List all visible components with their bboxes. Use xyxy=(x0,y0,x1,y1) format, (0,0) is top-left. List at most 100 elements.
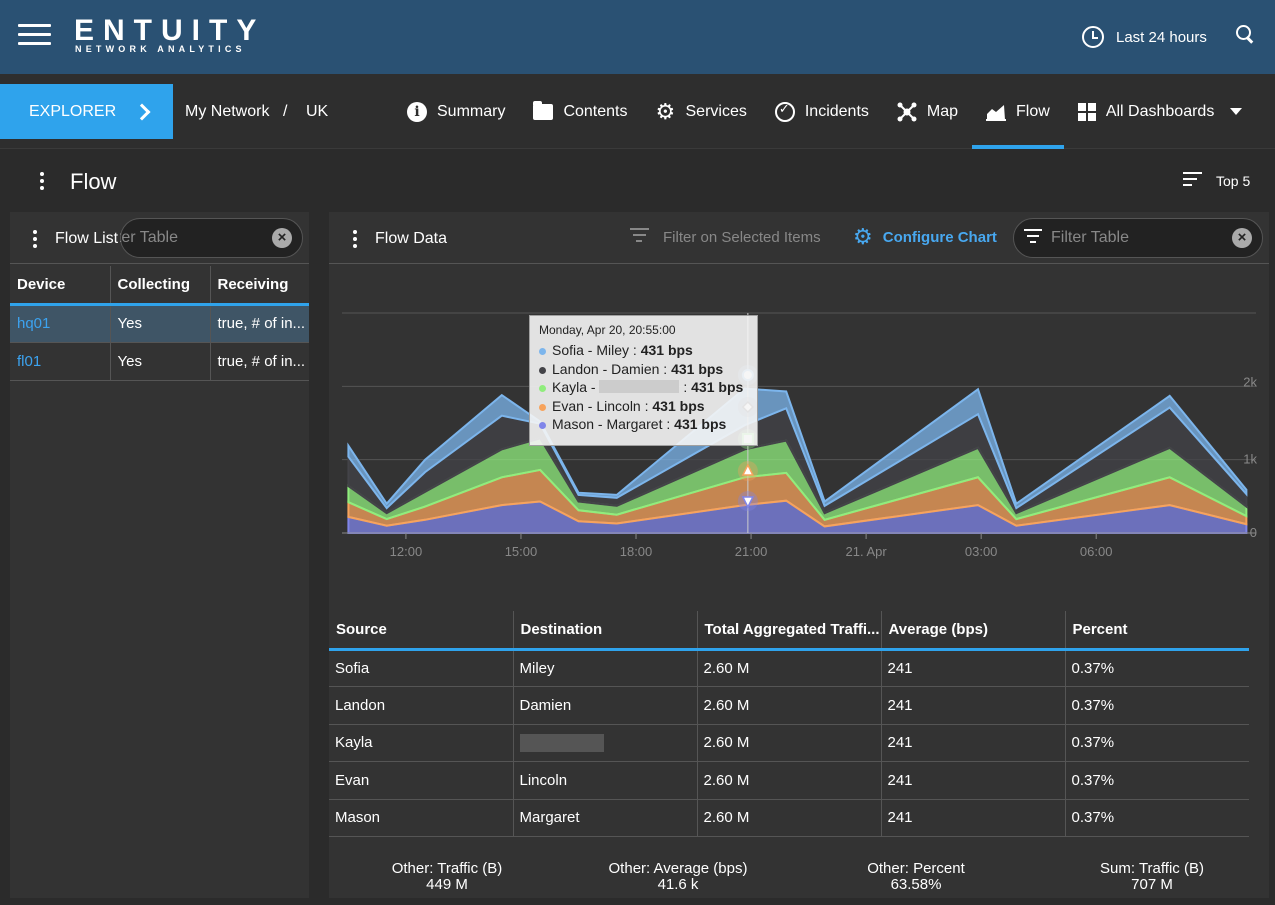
column-header-collecting[interactable]: Collecting xyxy=(110,266,211,306)
folder-icon xyxy=(533,100,554,120)
table-row[interactable]: Evan Lincoln 2.60 M 241 0.37% xyxy=(329,761,1249,800)
percent-cell: 0.37% xyxy=(1065,724,1249,762)
column-header-percent[interactable]: Percent xyxy=(1065,611,1249,651)
flow-list-filter-input[interactable]: Filter Table × xyxy=(120,218,303,258)
tab-all-dashboards[interactable]: All Dashboards xyxy=(1064,74,1257,149)
source-cell: Mason xyxy=(329,799,514,837)
tooltip-separator: : xyxy=(659,360,672,377)
filter-selected-button[interactable]: Filter on Selected Items xyxy=(630,228,821,246)
summary-sum-traffic: Sum: Traffic (B) 707 M xyxy=(1092,861,1212,893)
breadcrumb-my-network[interactable]: My Network xyxy=(185,103,270,120)
source-cell: Evan xyxy=(329,761,514,800)
tab-flow-label: Flow xyxy=(1016,102,1050,120)
column-header-receiving[interactable]: Receiving xyxy=(210,266,309,306)
flow-list-table: Device Collecting Receiving hq01 Yes tru… xyxy=(10,266,309,381)
flow-list-menu-icon[interactable] xyxy=(33,230,37,251)
page-menu-icon[interactable] xyxy=(40,172,44,193)
top-n-selector[interactable]: Top 5 xyxy=(1183,172,1250,190)
destination-cell: Lincoln xyxy=(513,761,698,800)
tooltip-row: Sofia - Miley : 431 bps xyxy=(539,341,748,360)
clock-icon xyxy=(1082,26,1104,48)
summary-footer: Other: Traffic (B) 449 M Other: Average … xyxy=(329,861,1269,898)
tooltip-row: Kayla - : 431 bps xyxy=(539,378,748,397)
tab-all-dashboards-label: All Dashboards xyxy=(1105,102,1215,120)
gear-icon: ⚙ xyxy=(853,224,873,249)
chart-tooltip: Monday, Apr 20, 20:55:00 Sofia - Miley :… xyxy=(529,315,758,446)
percent-cell: 0.37% xyxy=(1065,761,1249,800)
breadcrumb-uk[interactable]: UK xyxy=(306,103,329,120)
x-tick-label: 12:00 xyxy=(390,544,423,559)
top-n-label: Top 5 xyxy=(1216,173,1251,189)
flow-data-title: Flow Data xyxy=(375,230,448,247)
average-cell: 241 xyxy=(881,799,1066,837)
flow-list-filter-placeholder: Filter Table xyxy=(120,229,178,246)
flow-chart[interactable]: 12:00 15:00 18:00 21:00 21. Apr 03:00 06:00 2k 1… xyxy=(329,265,1269,615)
time-range-selector[interactable]: Last 24 hours xyxy=(1082,26,1207,48)
network-map-icon xyxy=(897,102,917,121)
y-tick-label: 0 xyxy=(1250,525,1257,540)
hover-marker xyxy=(741,463,755,476)
table-row[interactable]: Kayla 2.60 M 241 0.37% xyxy=(329,724,1249,762)
tab-incidents[interactable]: Incidents xyxy=(761,74,883,149)
tab-summary[interactable]: i Summary xyxy=(407,74,519,149)
table-row[interactable]: fl01 Yes true, # of in... xyxy=(10,342,309,381)
flow-list-panel: Flow List Filter Table × Device Collecti… xyxy=(10,212,309,898)
table-row[interactable]: Mason Margaret 2.60 M 241 0.37% xyxy=(329,799,1249,837)
summary-label: Other: Percent xyxy=(867,860,965,877)
table-row[interactable]: Landon Damien 2.60 M 241 0.37% xyxy=(329,686,1249,725)
device-link[interactable]: fl01 xyxy=(10,342,111,381)
x-tick-label: 21. Apr xyxy=(846,544,888,559)
flow-data-filter-input[interactable]: Filter Table × xyxy=(1013,218,1263,258)
flow-chart-icon xyxy=(986,104,1007,121)
configure-chart-button[interactable]: ⚙ Configure Chart xyxy=(853,224,997,249)
table-row[interactable]: hq01 Yes true, # of in... xyxy=(10,304,309,343)
tab-contents[interactable]: Contents xyxy=(519,74,641,149)
table-row[interactable]: Sofia Miley 2.60 M 241 0.37% xyxy=(329,649,1249,687)
caret-down-icon[interactable] xyxy=(1230,108,1243,115)
tooltip-header: Monday, Apr 20, 20:55:00 xyxy=(539,323,676,337)
services-gear-icon: ⚙ xyxy=(655,98,676,124)
column-header-device[interactable]: Device xyxy=(10,266,111,306)
tab-flow[interactable]: Flow xyxy=(972,74,1064,149)
flow-data-filter-placeholder: Filter Table xyxy=(1051,229,1129,246)
explorer-button[interactable]: EXPLORER xyxy=(0,84,173,139)
column-header-total-traffic[interactable]: Total Aggregated Traffi... xyxy=(697,611,882,651)
clear-icon[interactable]: × xyxy=(1232,228,1252,248)
menu-icon[interactable] xyxy=(18,24,51,46)
search-icon[interactable] xyxy=(1236,25,1254,43)
destination-cell xyxy=(513,724,698,762)
summary-other-average: Other: Average (bps) 41.6 k xyxy=(603,861,753,893)
tooltip-separator: : xyxy=(662,416,675,432)
collecting-cell: Yes xyxy=(110,342,211,381)
summary-value: 63.58% xyxy=(890,876,942,893)
total-traffic-cell: 2.60 M xyxy=(697,649,882,687)
flow-data-menu-icon[interactable] xyxy=(353,230,357,251)
tab-contents-label: Contents xyxy=(563,102,628,120)
column-header-destination[interactable]: Destination xyxy=(513,611,698,651)
tab-services[interactable]: ⚙ Services xyxy=(642,74,761,149)
summary-label: Other: Average (bps) xyxy=(608,860,748,877)
destination-cell: Margaret xyxy=(513,799,698,837)
app-header: ENTUITY NETWORK ANALYTICS Last 24 hours xyxy=(0,0,1275,74)
tooltip-separator: : xyxy=(629,342,641,358)
clear-icon[interactable]: × xyxy=(272,228,292,248)
summary-value: 707 M xyxy=(1131,876,1173,893)
tab-map-label: Map xyxy=(926,102,959,120)
alarm-check-icon xyxy=(774,101,795,122)
average-cell: 241 xyxy=(881,686,1066,725)
average-cell: 241 xyxy=(881,761,1066,800)
tooltip-row: Mason - Margaret : 431 bps xyxy=(539,415,748,434)
summary-value: 449 M xyxy=(426,876,468,893)
page-title: Flow xyxy=(70,169,117,194)
summary-other-traffic: Other: Traffic (B) 449 M xyxy=(387,861,507,893)
summary-value: 41.6 k xyxy=(657,876,699,893)
tab-map[interactable]: Map xyxy=(883,74,972,149)
column-header-source[interactable]: Source xyxy=(329,611,514,651)
logo-subtitle: NETWORK ANALYTICS xyxy=(75,44,246,54)
destination-cell: Damien xyxy=(513,686,698,725)
column-header-average[interactable]: Average (bps) xyxy=(881,611,1066,651)
flow-data-panel: Flow Data Filter on Selected Items ⚙ Con… xyxy=(329,212,1269,898)
device-link[interactable]: hq01 xyxy=(10,304,111,343)
total-traffic-cell: 2.60 M xyxy=(697,686,882,725)
x-tick-label: 06:00 xyxy=(1080,544,1113,559)
